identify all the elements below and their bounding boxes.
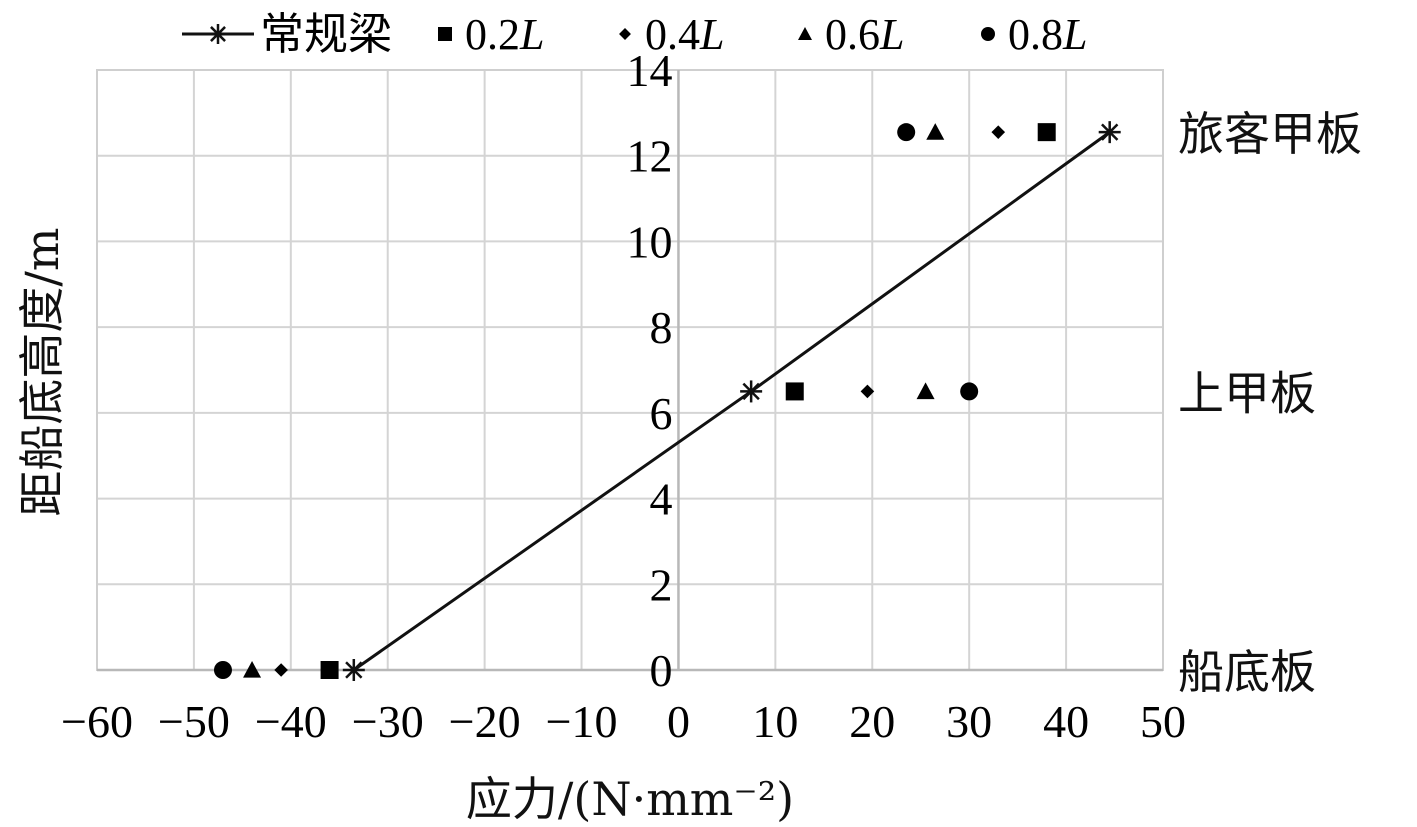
x-tick-label: 50 xyxy=(1140,696,1186,747)
y-tick-label: 2 xyxy=(649,559,672,610)
data-point xyxy=(860,384,875,399)
level-label: 上甲板 xyxy=(1178,366,1316,420)
legend-marker xyxy=(981,27,995,41)
data-point xyxy=(991,125,1006,139)
series-conventional-beam xyxy=(342,121,1121,681)
x-tick-label: −50 xyxy=(158,696,230,747)
data-point xyxy=(916,382,935,400)
x-tick-label: 10 xyxy=(752,696,798,747)
data-point xyxy=(320,661,339,679)
legend-item: 0.8L xyxy=(981,10,1087,59)
x-tick-label: −60 xyxy=(61,696,133,747)
series-0-8L xyxy=(213,123,979,679)
x-tick-label: −20 xyxy=(449,696,521,747)
series-layer xyxy=(213,121,1121,681)
y-axis-title: 距船底高度/m xyxy=(15,227,69,516)
legend-item: 常规梁 xyxy=(182,9,392,60)
x-tick-label: 20 xyxy=(849,696,895,747)
data-point xyxy=(213,661,232,679)
y-axis-ticks: 0 2 4 6 8 10 12 14 xyxy=(626,45,672,696)
x-tick-label: 40 xyxy=(1043,696,1089,747)
legend-label: 0.6L xyxy=(825,10,904,59)
x-axis-title: 应力/(N·mm⁻²) xyxy=(466,772,794,826)
data-point xyxy=(1037,123,1056,142)
series-0-4L xyxy=(274,125,1006,677)
data-point xyxy=(274,663,288,677)
level-label: 船底板 xyxy=(1178,645,1316,699)
legend-item: 0.2L xyxy=(438,10,544,59)
legend-marker xyxy=(619,28,631,40)
legend-label: 0.8L xyxy=(1008,10,1087,59)
y-tick-label: 4 xyxy=(649,474,672,525)
data-point xyxy=(897,123,916,142)
data-point xyxy=(740,380,763,403)
data-point xyxy=(785,382,804,401)
y-tick-label: 12 xyxy=(626,131,672,182)
data-point xyxy=(342,659,365,681)
legend-marker xyxy=(798,27,812,40)
series-0-2L xyxy=(320,123,1056,679)
legend-marker xyxy=(208,24,228,44)
y-tick-label: 6 xyxy=(649,388,672,439)
data-point xyxy=(243,661,262,678)
legend-marker xyxy=(438,27,452,41)
x-axis-ticks: −60 −50 −40 −30 −20 −10 0 10 20 30 40 50 xyxy=(61,696,1186,747)
legend-item: 0.6L xyxy=(798,10,904,59)
y-tick-label: 14 xyxy=(626,45,672,96)
data-point xyxy=(960,382,979,401)
series-0-6L xyxy=(243,123,945,678)
x-tick-label: 30 xyxy=(946,696,992,747)
y-tick-label: 8 xyxy=(649,302,672,353)
x-tick-label: −40 xyxy=(255,696,327,747)
x-tick-label: −30 xyxy=(352,696,424,747)
series-line xyxy=(352,130,1111,672)
y-tick-label: 10 xyxy=(626,216,672,267)
x-tick-label: −10 xyxy=(546,696,618,747)
data-point xyxy=(1098,121,1121,144)
x-tick-label: 0 xyxy=(667,696,690,747)
legend-label: 0.4L xyxy=(645,10,724,59)
legend: 常规梁 0.2L 0.4L 0.6L 0.8L xyxy=(182,9,1087,60)
y-tick-label: 0 xyxy=(649,645,672,696)
legend-label: 0.2L xyxy=(465,10,544,59)
level-label: 旅客甲板 xyxy=(1178,107,1362,161)
data-point xyxy=(926,123,945,140)
legend-item: 0.4L xyxy=(619,10,724,59)
legend-label: 常规梁 xyxy=(260,9,392,60)
